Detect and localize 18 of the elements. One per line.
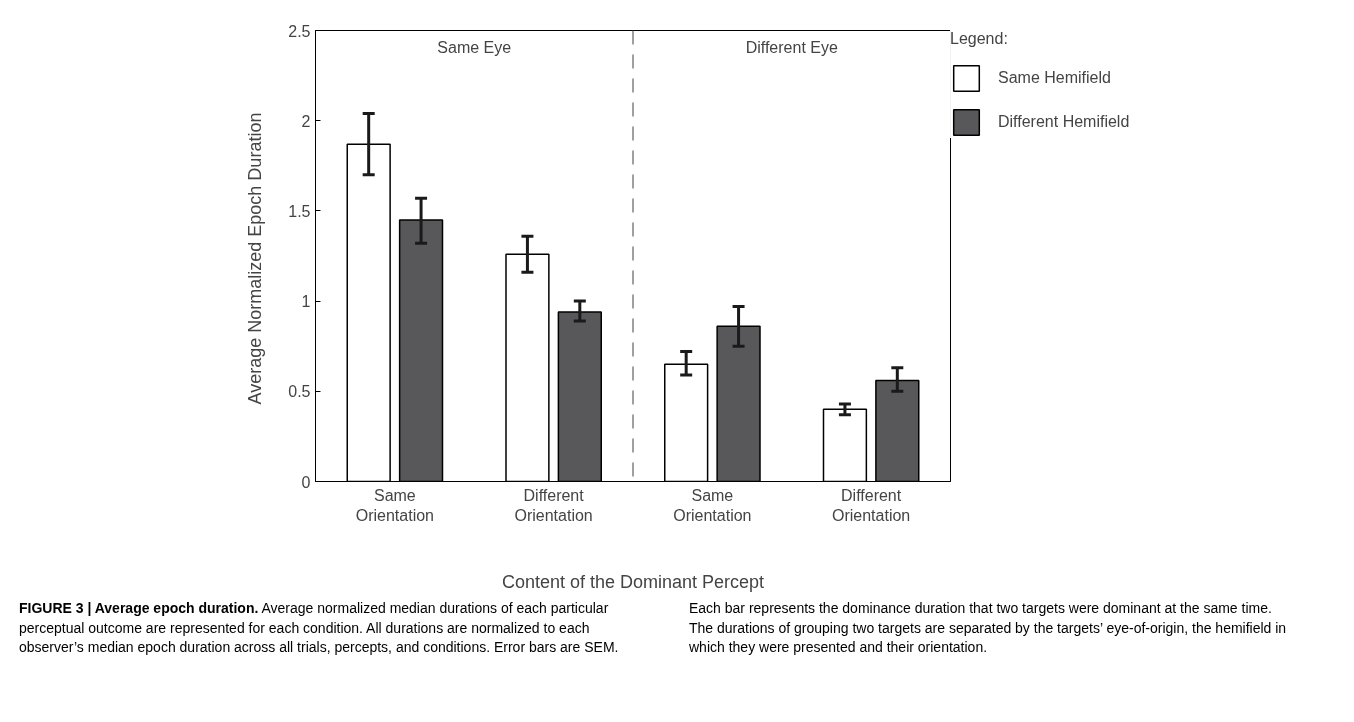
annotation: Same Eye	[437, 38, 512, 56]
y-tick-label: 1	[301, 293, 311, 311]
annotation: Different Eye	[745, 38, 838, 56]
legend-label: Same Hemifield	[998, 69, 1111, 87]
y-axis-title: Average Normalized Epoch Duration	[245, 112, 266, 405]
y-tick-label: 2.5	[288, 22, 311, 40]
legend-title: Legend:	[950, 30, 1009, 48]
caption: FIGURE 3 | Average epoch duration.	[19, 600, 259, 616]
y-tick-label: 0	[301, 473, 311, 491]
y-tick-label: 2	[301, 112, 311, 130]
legend-label: Different Hemifield	[998, 113, 1130, 131]
x-tick-label: Same Orientation	[355, 486, 435, 524]
x-tick-label: Same Orientation	[673, 486, 752, 524]
x-axis-title: Content of the Dominant Percept	[501, 571, 765, 592]
x-tick-label: Different Orientation	[514, 486, 593, 524]
y-tick-label: 1.5	[288, 202, 311, 220]
y-tick-label: 0.5	[288, 383, 311, 401]
x-tick-label: Different Orientation	[831, 486, 911, 524]
